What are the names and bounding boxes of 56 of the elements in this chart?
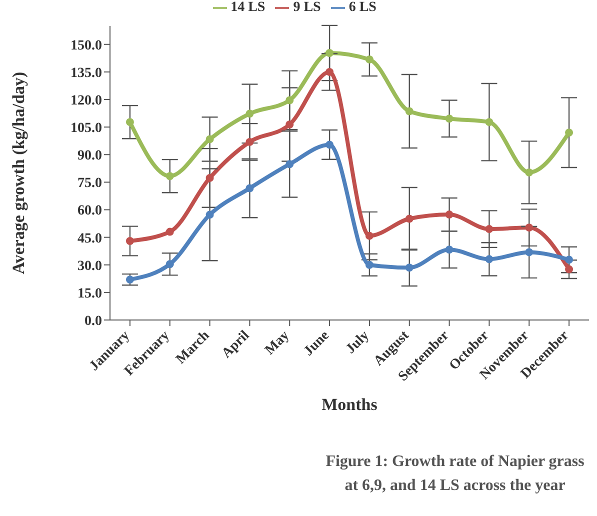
point [565, 128, 574, 137]
y-tick-label: 105.0 [70, 121, 102, 136]
point [286, 96, 294, 104]
point [126, 236, 134, 245]
point [485, 225, 494, 234]
x-tick-label: May [262, 328, 292, 358]
point [246, 138, 254, 146]
y-tick-label: 120.0 [70, 93, 102, 108]
point [525, 224, 534, 232]
x-axis-title: Months [322, 395, 378, 414]
caption: Figure 1: Growth rate of Napier grass at 6,9, and 14 LS across the year [324, 452, 586, 496]
point [565, 256, 574, 264]
point [485, 255, 494, 264]
point [365, 232, 374, 240]
point [206, 210, 214, 219]
x-tick-label: July [344, 328, 372, 357]
point [126, 276, 134, 284]
point [326, 49, 334, 58]
point [286, 120, 294, 128]
point [365, 260, 374, 269]
y-tick-label: 150.0 [70, 38, 102, 54]
point [206, 174, 214, 182]
point [326, 68, 334, 76]
point [445, 210, 454, 219]
point [246, 184, 254, 192]
point [166, 228, 174, 236]
y-tick-label: 15.0 [78, 286, 102, 302]
point [565, 265, 574, 274]
point [365, 55, 374, 64]
legend-label: 14 LS [230, 0, 266, 15]
point [445, 246, 454, 254]
legend-label: 9 LS [293, 0, 321, 15]
y-tick-label: 45.0 [78, 231, 102, 246]
point [405, 264, 414, 272]
point [525, 248, 534, 256]
y-tick-label: 30.0 [78, 258, 102, 274]
point [286, 160, 294, 168]
point [246, 110, 254, 118]
legend-label: 6 LS [348, 0, 376, 15]
point [405, 107, 414, 116]
point [326, 140, 334, 149]
point [206, 135, 214, 144]
x-tick-label: June [301, 328, 332, 360]
point [166, 172, 174, 180]
y-axis-title: Average growth (kg/ha/day) [9, 72, 28, 274]
y-tick-label: 0.0 [84, 314, 102, 329]
y-tick-label: 135.0 [70, 66, 102, 81]
point [485, 118, 494, 126]
y-tick-label: 60.0 [78, 204, 102, 219]
y-tick-label: 90.0 [78, 148, 102, 164]
point [525, 168, 534, 176]
point [166, 260, 174, 268]
y-tick-label: 75.0 [78, 176, 102, 192]
point [445, 114, 454, 123]
point [126, 118, 134, 126]
point [405, 214, 414, 223]
